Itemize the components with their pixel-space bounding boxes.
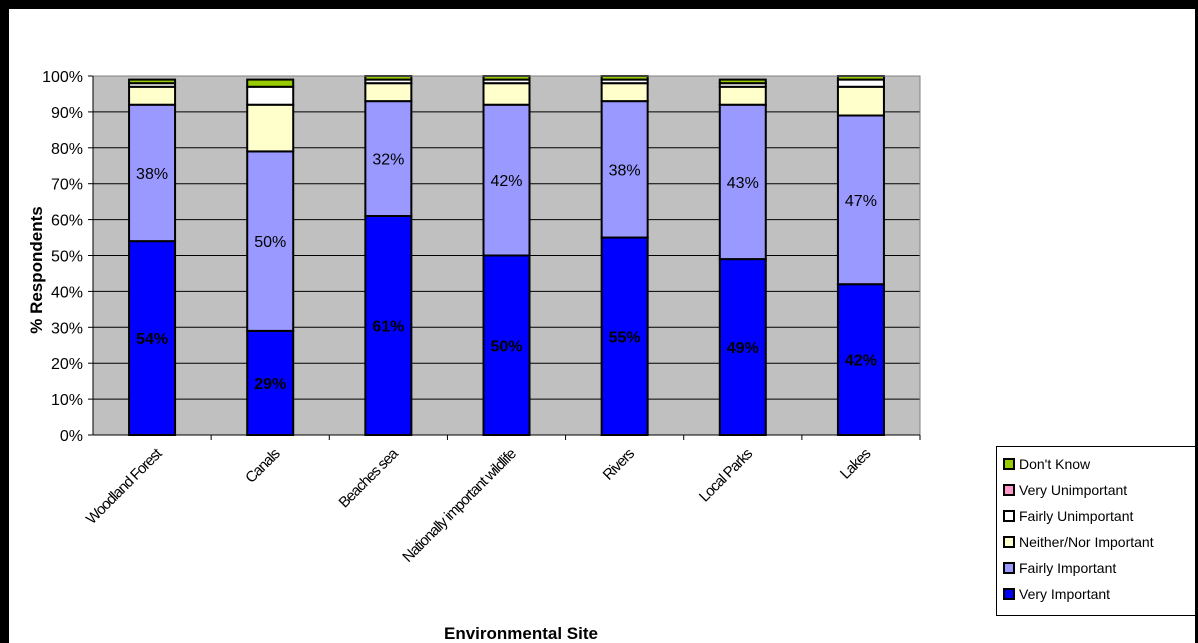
- bar-segment-fairly-unimportant: [836, 78, 885, 88]
- legend-item: Fairly Important: [1003, 559, 1116, 577]
- y-tick-label: 30%: [51, 320, 83, 337]
- bar-segment-neither-nor-important: [128, 85, 177, 106]
- data-label: 54%: [136, 331, 168, 348]
- legend-swatch: [1003, 484, 1015, 496]
- y-tick-label: 10%: [51, 392, 83, 409]
- bar-segment-don-t-know: [364, 75, 413, 81]
- bar-segment-fairly-important: [600, 100, 649, 239]
- bar-segment-neither-nor-important: [600, 82, 649, 103]
- data-label: 55%: [609, 329, 641, 346]
- y-tick-label: 20%: [51, 356, 83, 373]
- legend-swatch: [1003, 562, 1015, 574]
- chart-svg: 54% 38% 29% 50% 61% 32% 50% 42% 55% 38% 49% 43% 42% 4…: [27, 69, 921, 643]
- data-label: 43%: [727, 175, 759, 192]
- x-tick-label: Nationally important wildlife: [399, 445, 519, 565]
- y-tick-label: 80%: [51, 141, 83, 158]
- data-label: 61%: [372, 319, 404, 336]
- legend-swatch: [1003, 588, 1015, 600]
- legend-label: Very Important: [1019, 586, 1111, 602]
- bar-segment-don-t-know: [246, 78, 295, 88]
- bar-segment-neither-nor-important: [718, 85, 767, 106]
- bar-segment-fairly-important: [128, 103, 177, 243]
- bar-segment-fairly-important: [718, 103, 767, 261]
- data-label: 47%: [845, 193, 877, 210]
- data-label: 42%: [845, 353, 877, 370]
- legend-swatch: [1003, 536, 1015, 548]
- legend-item: Fairly Unimportant: [1003, 507, 1133, 525]
- data-label: 50%: [490, 338, 522, 355]
- x-tick-label: Local Parks: [696, 445, 756, 505]
- bar-segment-neither-nor-important: [836, 85, 885, 117]
- y-tick-labels: 0% 10% 20% 30% 40% 50% 60% 70% 80% 90% 100%: [42, 69, 83, 445]
- x-tick-label: Woodland Forest: [83, 445, 166, 528]
- data-label: 38%: [136, 166, 168, 183]
- data-label: 49%: [727, 340, 759, 357]
- data-label: 50%: [254, 234, 286, 251]
- x-tick-label: Beaches sea: [336, 445, 403, 512]
- bar-segment-don-t-know: [836, 75, 885, 81]
- x-tick-labels: Woodland Forest Canals Beaches seaNational…: [83, 445, 874, 566]
- bar-segment-fairly-important: [836, 114, 885, 286]
- bar-segment-fairly-unimportant: [246, 85, 295, 106]
- bar-segment-don-t-know: [128, 78, 177, 85]
- bar-segment-very-important: [600, 236, 649, 436]
- y-tick-label: 60%: [51, 213, 83, 230]
- y-tick-label: 100%: [42, 69, 83, 86]
- legend-item: Very Unimportant: [1003, 481, 1127, 499]
- y-axis-title: % Respondents: [27, 206, 46, 334]
- x-tick-label: Lakes: [837, 445, 874, 482]
- legend-label: Fairly Important: [1019, 560, 1117, 576]
- legend-label: Neither/Nor Important: [1019, 534, 1154, 550]
- bar-segment-fairly-important: [482, 103, 531, 257]
- bar-segment-neither-nor-important: [482, 82, 531, 106]
- y-tick-label: 50%: [51, 249, 83, 266]
- y-tick-label: 40%: [51, 284, 83, 301]
- y-tick-label: 0%: [60, 428, 83, 445]
- data-label: 38%: [609, 162, 641, 179]
- axes: [88, 75, 921, 440]
- bar-segment-neither-nor-important: [364, 82, 413, 103]
- legend-swatch: [1003, 510, 1015, 522]
- x-axis-title: Environmental Site: [444, 624, 598, 643]
- legend-label: Fairly Unimportant: [1019, 508, 1134, 524]
- bar-segment-don-t-know: [718, 78, 767, 85]
- legend: Don't Know Very Unimportant Fairly Unimpor…: [996, 446, 1196, 616]
- legend-item: Don't Know: [1003, 455, 1090, 473]
- legend-swatch: [1003, 458, 1015, 470]
- bar-segment-don-t-know: [482, 75, 531, 81]
- y-tick-label: 90%: [51, 105, 83, 122]
- bars: 54% 38% 29% 50% 61% 32% 50% 42% 55% 38% 49% 43% 42% 4…: [128, 75, 885, 437]
- legend-label: Very Unimportant: [1019, 482, 1128, 498]
- chart-frame: 54% 38% 29% 50% 61% 32% 50% 42% 55% 38% 49% 43% 42% 4…: [9, 9, 1196, 643]
- bar-segment-very-important: [482, 254, 531, 436]
- bar-segment-very-important: [718, 258, 767, 436]
- y-tick-label: 70%: [51, 177, 83, 194]
- bar-segment-don-t-know: [600, 75, 649, 81]
- data-label: 42%: [490, 173, 522, 190]
- legend-item: Neither/Nor Important: [1003, 533, 1154, 551]
- data-label: 29%: [254, 376, 286, 393]
- data-label: 32%: [372, 152, 404, 169]
- bar-segment-very-important: [836, 283, 885, 436]
- x-tick-label: Canals: [242, 445, 283, 486]
- legend-item: Very Important: [1003, 585, 1110, 603]
- x-tick-label: Rivers: [600, 445, 638, 483]
- bar-segment-fairly-important: [246, 150, 295, 332]
- bar-segment-neither-nor-important: [246, 103, 295, 153]
- legend-label: Don't Know: [1019, 456, 1091, 472]
